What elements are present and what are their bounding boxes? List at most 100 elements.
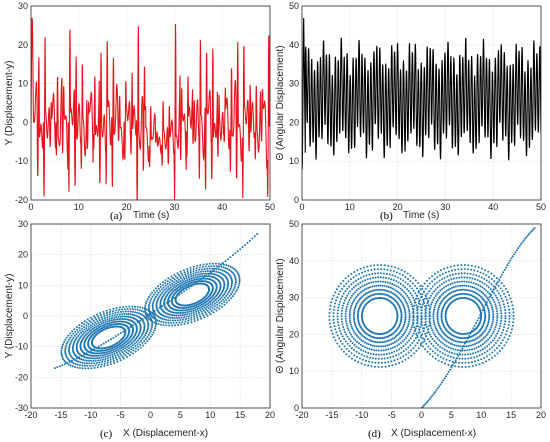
panel-d-point [412, 289, 415, 292]
panel-d-point [336, 296, 339, 299]
panel-d-point [342, 279, 345, 282]
panel-d-point [492, 316, 495, 319]
panel-c-point [101, 361, 104, 363]
panel-d-point [336, 334, 339, 337]
panel-c-point [213, 308, 216, 311]
panel-c-point [101, 358, 104, 361]
panel-c-point [205, 313, 208, 315]
panel-d-point [336, 315, 339, 318]
panel-d-point [467, 357, 470, 360]
panel-d-point [483, 319, 486, 322]
panel-d-point [486, 355, 488, 358]
panel-d-point [466, 276, 469, 279]
panel-d-point [496, 352, 499, 355]
panel-c-point [217, 296, 220, 299]
panel-c-point [126, 348, 128, 351]
panel-c-point [99, 354, 102, 357]
panel-c-point [78, 357, 81, 360]
panel-c-point [148, 303, 151, 306]
panel-c-point [141, 307, 144, 309]
panel-d-point [365, 292, 368, 295]
panel-c-point [68, 347, 71, 350]
panel-c-point [217, 271, 220, 274]
panel-d-point [429, 287, 432, 290]
panel-c-point [177, 324, 180, 326]
panel-d-point [497, 284, 500, 287]
panel-d-point [340, 318, 343, 320]
panel-d-point [430, 342, 433, 345]
panel-d-point [390, 338, 393, 341]
panel-d-point [458, 352, 461, 355]
panel-d-point [448, 359, 451, 362]
panel-d-point [477, 316, 480, 319]
panel-c-point [139, 346, 142, 349]
panel-d-point [432, 311, 435, 313]
panel-d-point [405, 300, 408, 303]
panel-c-point [219, 263, 222, 266]
panel-d-point [357, 330, 360, 333]
panel-d-point [345, 322, 348, 325]
panel-d-point [514, 251, 517, 254]
panel-c-point [167, 285, 170, 288]
panel-d-point [431, 394, 434, 397]
panel-d-point [461, 361, 464, 364]
panel-c-point [163, 288, 166, 291]
panel-c-point [94, 321, 97, 324]
panel-d-point [356, 329, 359, 332]
panel-c-xtick-label: 15 [235, 410, 245, 420]
panel-c-point [196, 307, 199, 310]
panel-c-point [146, 330, 148, 333]
panel-c-point [75, 333, 78, 336]
panel-c-point [87, 328, 90, 331]
panel-c-point [87, 325, 90, 328]
panel-d-point [492, 298, 495, 301]
panel-d-point [485, 334, 488, 337]
panel-c-point [211, 287, 214, 290]
panel-c-point [164, 284, 167, 287]
panel-c-point [116, 353, 119, 356]
panel-c-point [142, 331, 145, 334]
panel-d-point [338, 303, 341, 306]
panel-c-point [163, 318, 166, 321]
panel-d-point [486, 297, 489, 300]
panel-c-point [121, 343, 124, 346]
panel-d-point [424, 402, 427, 405]
panel-d-point [429, 315, 431, 317]
panel-c-point [137, 345, 140, 348]
panel-d-point [477, 359, 480, 362]
panel-c-point [72, 344, 75, 347]
panel-c-point [175, 279, 178, 282]
panel-c-point [168, 300, 171, 303]
panel-d-point [361, 295, 364, 298]
panel-d-point [440, 310, 443, 313]
panel-d-point [400, 346, 403, 349]
panel-d-point [377, 280, 380, 283]
panel-d-point [411, 342, 414, 344]
panel-c-point [64, 338, 67, 341]
panel-c-point [196, 319, 199, 321]
panel-d-point [358, 337, 361, 340]
panel-c-point [100, 356, 103, 359]
panel-d-point [406, 288, 408, 291]
panel-c-point [96, 357, 98, 360]
panel-d-point [360, 353, 363, 356]
panel-c-point [151, 305, 154, 308]
panel-d-point [431, 350, 434, 353]
panel-d-point [396, 316, 399, 318]
panel-d-point [439, 383, 442, 386]
panel-d-point [425, 304, 428, 307]
panel-c-point [234, 252, 237, 255]
panel-d-point [498, 292, 500, 295]
panel-c-point [162, 286, 165, 289]
panel-d-point [440, 312, 443, 315]
panel-d-point [424, 317, 427, 320]
panel-d-point [418, 328, 420, 331]
panel-c-point [186, 279, 189, 282]
panel-d-point [458, 357, 461, 360]
panel-d-point [473, 291, 476, 294]
panel-c-point [94, 352, 97, 355]
panel-c-point [192, 281, 194, 284]
panel-c-point [61, 345, 64, 348]
panel-d-point [432, 317, 435, 320]
panel-d-point [400, 328, 403, 331]
